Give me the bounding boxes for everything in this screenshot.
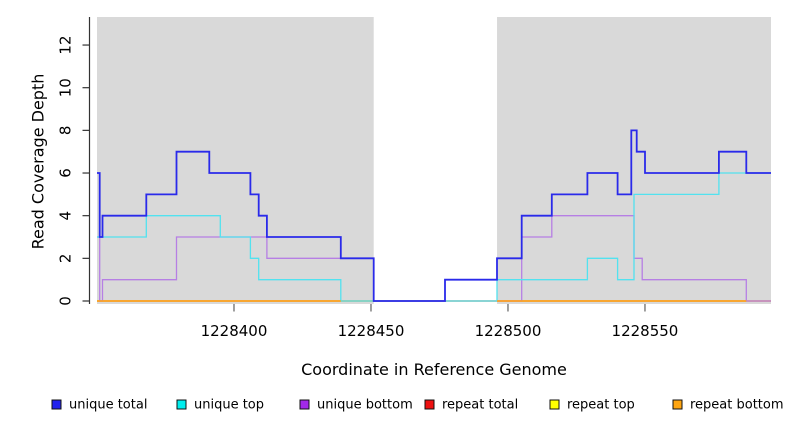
- legend-swatch-repeat-top: [549, 399, 560, 410]
- plot-shaded-region-0: [97, 17, 374, 304]
- y-tick-label: 2: [57, 254, 75, 264]
- series-unique-total: [97, 129, 771, 302]
- legend-label-repeat-top: repeat top: [567, 398, 635, 413]
- legend-label-unique-bottom: unique bottom: [317, 398, 413, 413]
- y-tick-label: 10: [57, 78, 75, 97]
- y-tick-label: 8: [57, 126, 75, 136]
- legend-swatch-unique-top: [176, 399, 187, 410]
- legend-swatch-unique-total: [51, 399, 62, 410]
- x-tick-label: 1228550: [612, 322, 679, 340]
- legend-label-unique-top: unique top: [194, 398, 264, 413]
- x-tick-label: 1228400: [201, 322, 268, 340]
- y-tick-label: 6: [57, 168, 75, 178]
- y-tick-label: 12: [57, 35, 75, 54]
- y-axis-title: Read Coverage Depth: [28, 73, 48, 250]
- x-tick-label: 1228500: [475, 322, 542, 340]
- x-axis-title: Coordinate in Reference Genome: [301, 360, 567, 379]
- y-tick-label: 4: [57, 211, 75, 221]
- legend-swatch-unique-bottom: [299, 399, 310, 410]
- legend-label-unique-total: unique total: [69, 398, 147, 413]
- legend-swatch-repeat-total: [424, 399, 435, 410]
- legend-label-repeat-bottom: repeat bottom: [690, 398, 784, 413]
- y-tick-label: 0: [57, 296, 75, 306]
- x-tick-label: 1228450: [338, 322, 405, 340]
- legend-swatch-repeat-bottom: [672, 399, 683, 410]
- legend-label-repeat-total: repeat total: [442, 398, 518, 413]
